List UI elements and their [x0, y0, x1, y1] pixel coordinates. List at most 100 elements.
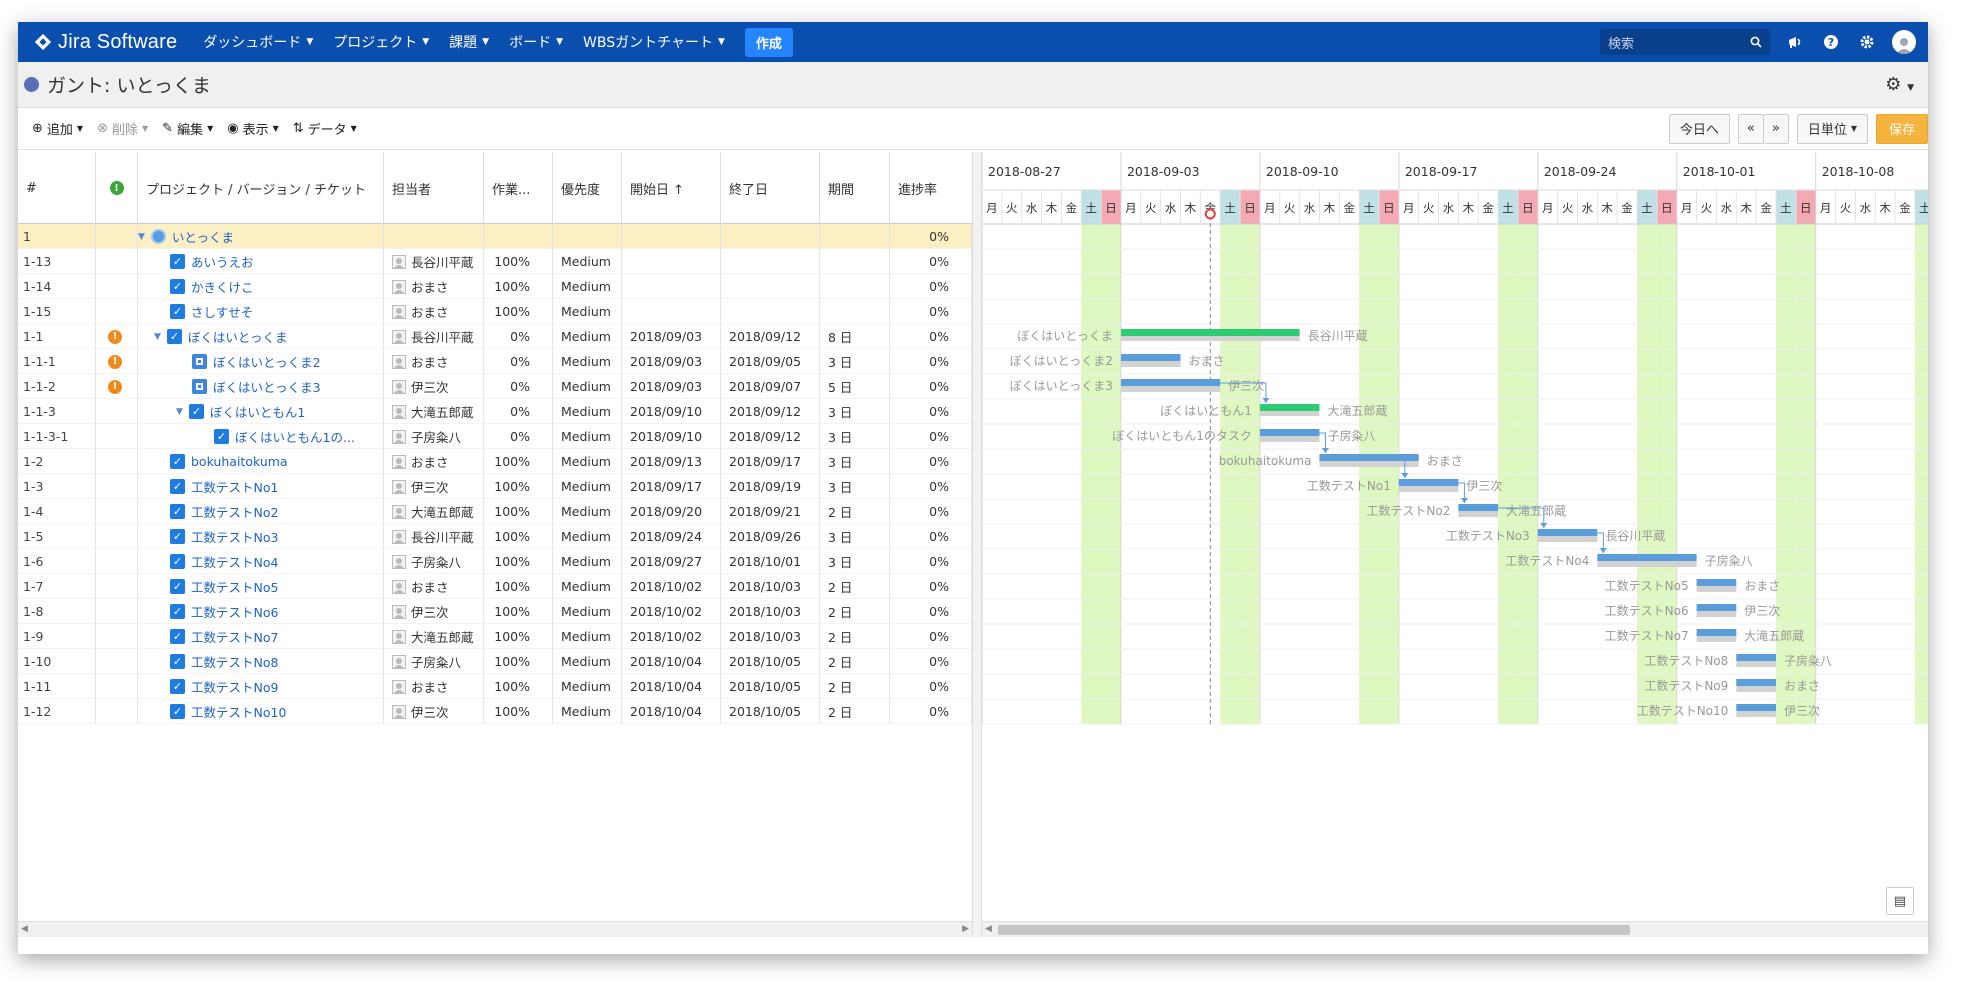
table-row[interactable]: 1-1-3 ▼ ✓ ぼくはいともん1 大滝五郎蔵 0% Medium 2018/09/10 20…	[18, 399, 972, 424]
table-row[interactable]: 1-11 ✓ 工数テストNo9 おまさ 100% Medium 2018/10/04 2018…	[18, 674, 972, 699]
scrollbar-thumb[interactable]	[998, 925, 1630, 935]
table-row[interactable]: 1-8 ✓ 工数テストNo6 伊三次 100% Medium 2018/10/02 2018/…	[18, 599, 972, 624]
col-header-warning[interactable]: !	[96, 152, 138, 224]
issue-link[interactable]: ぼくはいとっくま	[187, 330, 288, 345]
checkbox-icon[interactable]: ✓	[170, 579, 185, 594]
scroll-next-button[interactable]: »	[1763, 113, 1789, 144]
table-row[interactable]: 1-5 ✓ 工数テストNo3 長谷川平蔵 100% Medium 2018/09/24 201…	[18, 524, 972, 549]
table-row[interactable]: 1-10 ✓ 工数テストNo8 子房粂八 100% Medium 2018/10/04 201…	[18, 649, 972, 674]
issue-link[interactable]: ぼくはいともん1の...	[235, 430, 355, 445]
table-row[interactable]: 1-13 ✓ あいうえお 長谷川平蔵 100% Medium 0%	[18, 249, 972, 274]
checkbox-icon[interactable]: ✓	[214, 429, 229, 444]
checkbox-icon[interactable]: ✓	[170, 654, 185, 669]
tree-collapse-caret-icon[interactable]: ▼	[138, 231, 145, 242]
issue-link[interactable]: 工数テストNo2	[191, 505, 279, 520]
gantt-horizontal-scrollbar[interactable]: ◀	[982, 921, 1928, 937]
checkbox-icon[interactable]: ✓	[188, 404, 204, 419]
col-header-duration[interactable]: 期間	[820, 152, 890, 224]
col-header-name[interactable]: プロジェクト / バージョン / チケット	[138, 152, 384, 224]
scroll-right-icon[interactable]: ▶	[962, 924, 969, 934]
table-row[interactable]: 1-1! ▼ ✓ ぼくはいとっくま 長谷川平蔵 0% Medium 2018/09/03 201…	[18, 324, 972, 349]
col-header-progress[interactable]: 進捗率	[898, 182, 938, 198]
issue-link[interactable]: bokuhaitokuma	[191, 454, 288, 469]
checkbox-icon[interactable]: ✓	[170, 279, 185, 294]
col-header-id[interactable]: #	[18, 152, 96, 224]
scroll-prev-button[interactable]: «	[1737, 113, 1764, 144]
menu-wbs-gantt[interactable]: WBSガントチャート ▼	[583, 28, 725, 57]
issue-link[interactable]: 工数テストNo6	[191, 605, 279, 620]
view-button[interactable]: ◉ 表示 ▼	[227, 119, 279, 138]
warning-orange-icon[interactable]: !	[108, 379, 122, 394]
pane-splitter[interactable]	[972, 152, 982, 937]
col-header-work[interactable]: 作業...	[484, 152, 553, 224]
issue-link[interactable]: いとっくま	[171, 230, 235, 245]
today-button[interactable]: 今日へ	[1668, 113, 1730, 144]
time-unit-dropdown[interactable]: 日単位 ▼	[1796, 113, 1868, 144]
checkbox-icon[interactable]: ✓	[170, 304, 185, 319]
table-row[interactable]: 1-3 ✓ 工数テストNo1 伊三次 100% Medium 2018/09/17 2018/…	[18, 474, 972, 499]
table-row[interactable]: 1-1-1! ぼくはいとっくま2 おまさ 0% Medium 2018/09/03 2018…	[18, 349, 972, 374]
menu-issues[interactable]: 課題 ▼	[449, 28, 489, 57]
data-button[interactable]: ⇅ データ ▼	[293, 119, 357, 138]
warning-orange-icon[interactable]: !	[108, 329, 122, 344]
issue-link[interactable]: ぼくはいともん1	[209, 405, 306, 420]
issue-link[interactable]: 工数テストNo9	[191, 680, 279, 695]
edit-button[interactable]: ✎ 編集 ▼	[162, 119, 213, 138]
table-row[interactable]: 1-4 ✓ 工数テストNo2 大滝五郎蔵 100% Medium 2018/09/20 201…	[18, 499, 972, 524]
menu-projects[interactable]: プロジェクト ▼	[333, 28, 429, 57]
search-input[interactable]: 検索	[1600, 29, 1770, 55]
add-button[interactable]: ⊕ 追加 ▼	[32, 119, 83, 138]
warning-orange-icon[interactable]: !	[108, 354, 122, 369]
issue-link[interactable]: 工数テストNo4	[191, 555, 279, 570]
issue-link[interactable]: 工数テストNo8	[191, 655, 279, 670]
save-button[interactable]: 保存	[1876, 113, 1928, 144]
issue-link[interactable]: 工数テストNo7	[191, 630, 279, 645]
checkbox-icon[interactable]: ✓	[170, 479, 185, 494]
jira-logo[interactable]: Jira Software	[34, 31, 177, 54]
menu-boards[interactable]: ボード ▼	[509, 28, 563, 57]
table-row[interactable]: 1-12 ✓ 工数テストNo10 伊三次 100% Medium 2018/10/04 201…	[18, 699, 972, 724]
tree-collapse-caret-icon[interactable]: ▼	[154, 331, 161, 342]
table-row[interactable]: 1-1-3-1 ✓ ぼくはいともん1の... 子房粂八 0% Medium 2018/09/…	[18, 424, 972, 449]
issue-link[interactable]: あいうえお	[191, 255, 254, 270]
create-button[interactable]: 作成	[744, 27, 793, 57]
checkbox-icon[interactable]: ✓	[170, 454, 185, 469]
col-header-priority[interactable]: 優先度	[553, 152, 622, 224]
issue-link[interactable]: ぼくはいとっくま2	[213, 355, 321, 370]
table-row[interactable]: 1 ▼ いとっくま 0%	[18, 224, 972, 249]
checkbox-icon[interactable]: ✓	[170, 604, 185, 619]
issue-link[interactable]: さしすせそ	[191, 305, 254, 320]
megaphone-icon[interactable]	[1784, 31, 1806, 53]
table-row[interactable]: 1-15 ✓ さしすせそ おまさ 100% Medium 0%	[18, 299, 972, 324]
checkbox-icon[interactable]: ✓	[170, 554, 185, 569]
export-document-icon[interactable]: ▤	[1886, 887, 1914, 915]
checkbox-icon[interactable]: ✓	[170, 629, 185, 644]
table-row[interactable]: 1-7 ✓ 工数テストNo5 おまさ 100% Medium 2018/10/02 2018/…	[18, 574, 972, 599]
table-row[interactable]: 1-9 ✓ 工数テストNo7 大滝五郎蔵 100% Medium 2018/10/02 201…	[18, 624, 972, 649]
table-row[interactable]: 1-2 ✓ bokuhaitokuma おまさ 100% Medium 2018/09/13…	[18, 449, 972, 474]
col-header-assignee[interactable]: 担当者	[384, 152, 484, 224]
scroll-left-icon[interactable]: ◀	[21, 924, 28, 934]
table-row[interactable]: 1-14 ✓ かきくけこ おまさ 100% Medium 0%	[18, 274, 972, 299]
checkbox-icon[interactable]: ✓	[170, 529, 185, 544]
tree-collapse-caret-icon[interactable]: ▼	[176, 406, 183, 417]
issue-link[interactable]: 工数テストNo3	[191, 530, 279, 545]
issue-link[interactable]: かきくけこ	[191, 280, 254, 295]
issue-link[interactable]: ぼくはいとっくま3	[213, 380, 321, 395]
issue-link[interactable]: 工数テストNo1	[191, 480, 279, 495]
checkbox-icon[interactable]: ✓	[170, 504, 185, 519]
checkbox-icon[interactable]: ✓	[166, 329, 182, 344]
scroll-left-icon[interactable]: ◀	[985, 924, 992, 934]
settings-gear-icon[interactable]	[1856, 31, 1878, 53]
col-header-end[interactable]: 終了日	[721, 152, 820, 224]
issue-link[interactable]: 工数テストNo5	[191, 580, 279, 595]
col-header-start[interactable]: 開始日 ↑	[622, 152, 721, 224]
table-row[interactable]: 1-6 ✓ 工数テストNo4 子房粂八 100% Medium 2018/09/27 2018…	[18, 549, 972, 574]
page-settings-gear-icon[interactable]: ⚙ ▼	[1885, 74, 1914, 95]
checkbox-icon[interactable]: ✓	[170, 254, 185, 269]
table-row[interactable]: 1-1-2! ぼくはいとっくま3 伊三次 0% Medium 2018/09/03 2018…	[18, 374, 972, 399]
grid-horizontal-scrollbar[interactable]: ◀ ▶	[18, 921, 972, 937]
user-avatar[interactable]	[1892, 30, 1916, 54]
issue-link[interactable]: 工数テストNo10	[191, 705, 287, 720]
checkbox-icon[interactable]: ✓	[170, 679, 185, 694]
